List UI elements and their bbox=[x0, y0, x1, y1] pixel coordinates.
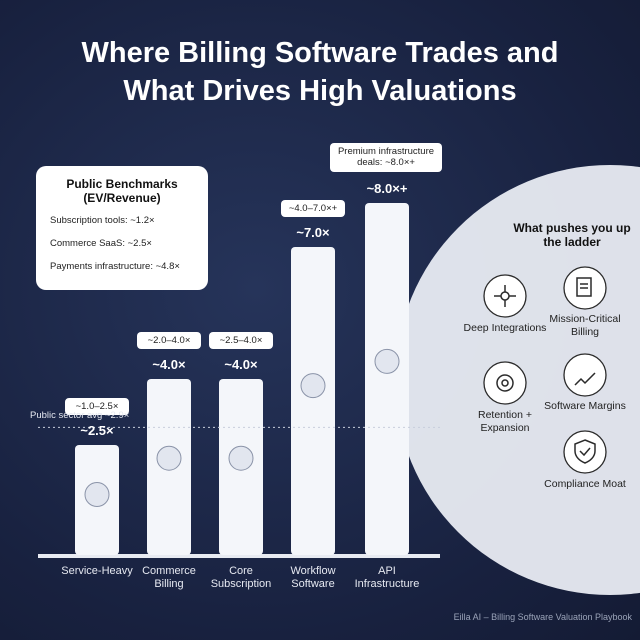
value-label: ~8.0×+ bbox=[366, 181, 408, 196]
x-tick-label: Workflow Software bbox=[290, 565, 336, 591]
bar bbox=[291, 247, 335, 555]
drivers-title: What pushes you up the ladder bbox=[513, 221, 631, 250]
driver-icons bbox=[483, 266, 607, 474]
icon-glyphs bbox=[494, 277, 596, 464]
benchmark-item: Commerce SaaS: ~2.5× bbox=[50, 238, 152, 249]
value-label: ~2.5× bbox=[80, 423, 114, 438]
driver-item: Retention + Expansion bbox=[478, 409, 532, 434]
driver-item: Deep Integrations bbox=[463, 322, 547, 334]
benchmarks-title: Public Benchmarks (EV/Revenue) bbox=[66, 177, 178, 206]
value-label: ~4.0× bbox=[224, 357, 258, 372]
range-label: ~4.0–7.0×+ bbox=[281, 200, 345, 218]
driver-item: Mission-Critical Billing bbox=[549, 313, 621, 338]
benchmark-item: Payments infrastructure: ~4.8× bbox=[50, 261, 180, 272]
driver-item: Software Margins bbox=[544, 400, 626, 412]
bar-icon bbox=[228, 445, 254, 471]
x-tick-label: Core Subscription bbox=[210, 565, 272, 591]
driver-item: Compliance Moat bbox=[544, 478, 626, 490]
bar-icon bbox=[84, 482, 110, 507]
bar-icon bbox=[300, 373, 326, 399]
bar bbox=[365, 203, 409, 555]
bar-icon bbox=[156, 445, 182, 471]
range-label: ~2.5–4.0× bbox=[209, 332, 273, 350]
chart-title: Where Billing Software Trades and What D… bbox=[81, 37, 559, 107]
x-tick-label: Commerce Billing bbox=[142, 565, 196, 591]
footer: Eilla AI – Billing Software Valuation Pl… bbox=[453, 612, 632, 622]
annotation: Premium infrastructure deals: ~8.0×+ bbox=[330, 143, 442, 172]
benchmark-item: Subscription tools: ~1.2× bbox=[50, 215, 155, 226]
reference-label: Public sector avg ~2.9× bbox=[30, 410, 130, 422]
benchmarks-box bbox=[36, 166, 208, 290]
value-label: ~7.0× bbox=[296, 225, 330, 240]
range-label: ~2.0–4.0× bbox=[137, 332, 201, 350]
value-label: ~4.0× bbox=[152, 357, 186, 372]
x-tick-label: API Infrastructure bbox=[354, 565, 420, 591]
range-label: ~1.0–2.5× bbox=[65, 398, 129, 416]
x-tick-label: Service-Heavy bbox=[61, 565, 133, 577]
bar-icon bbox=[374, 348, 400, 374]
